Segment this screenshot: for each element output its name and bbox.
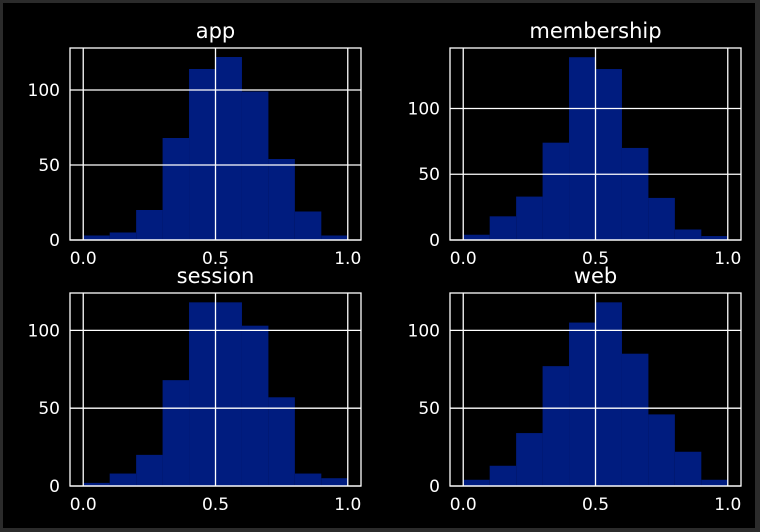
histogram-bar	[83, 482, 110, 486]
histogram-bar	[241, 325, 269, 486]
histogram-bar	[241, 91, 269, 240]
x-tick-label: 0.0	[450, 495, 477, 515]
histogram-bar	[621, 353, 649, 486]
x-tick-label: 1.0	[714, 249, 741, 269]
histogram-bar	[321, 478, 348, 486]
histogram-bar	[595, 302, 622, 486]
histogram-bar	[489, 216, 517, 240]
histogram-grid-chart: 0.0 0.5 1.0 0 50 100 app 0.0 0.5 1.0 0 50 100 members…	[28, 19, 742, 515]
axes-frame	[449, 292, 742, 487]
axes-frame	[69, 47, 362, 241]
histogram-bar	[674, 229, 702, 240]
histogram-bar	[516, 433, 543, 486]
histogram-bar	[701, 236, 728, 240]
histogram-bar	[463, 234, 490, 240]
histogram-bar	[595, 69, 622, 240]
histogram-bar	[136, 210, 163, 240]
histogram-bar	[215, 302, 242, 486]
subplot-web: 0.0 0.5 1.0 0 50 100 web	[408, 264, 742, 515]
histogram-bar	[321, 235, 348, 240]
x-tick-label: 1.0	[334, 249, 361, 269]
subplot-title: session	[177, 264, 255, 288]
histogram-bar	[648, 197, 675, 240]
y-tick-label: 50	[418, 165, 440, 185]
histogram-bar	[109, 232, 137, 240]
x-tick-label: 0.5	[202, 249, 229, 269]
histogram-bar	[294, 473, 322, 486]
histogram-bar	[569, 57, 596, 241]
histogram-bar	[215, 57, 242, 240]
subplot-title: app	[196, 19, 236, 43]
histogram-bar	[648, 414, 675, 486]
x-tick-label: 0.0	[450, 249, 477, 269]
x-tick-label: 1.0	[334, 495, 361, 515]
y-tick-label: 100	[408, 99, 440, 119]
histogram-bar	[162, 380, 190, 486]
histogram-bar	[109, 473, 137, 486]
histogram-bar	[294, 211, 322, 240]
axes-frame	[449, 47, 742, 241]
y-tick-label: 100	[408, 321, 440, 341]
subplot-title: web	[574, 264, 617, 288]
x-tick-label: 0.5	[202, 495, 229, 515]
y-tick-label: 0	[429, 231, 440, 251]
y-tick-label: 50	[418, 399, 440, 419]
x-tick-label: 0.0	[70, 495, 97, 515]
x-tick-label: 0.5	[582, 249, 609, 269]
y-tick-label: 100	[28, 81, 60, 101]
histogram-bar	[674, 451, 702, 486]
histogram-bar	[189, 302, 216, 486]
x-tick-label: 0.5	[582, 495, 609, 515]
histogram-bar	[83, 235, 110, 240]
histogram-bar	[516, 196, 543, 240]
figure-canvas: 0.0 0.5 1.0 0 50 100 app 0.0 0.5 1.0 0 50 100 members…	[3, 3, 755, 528]
histogram-bar	[268, 397, 295, 486]
subplot-title: membership	[529, 19, 661, 43]
axes-frame	[69, 292, 362, 487]
subplot-session: 0.0 0.5 1.0 0 50 100 session	[28, 264, 362, 515]
subplot-membership: 0.0 0.5 1.0 0 50 100 membership	[408, 19, 742, 269]
histogram-bar	[542, 366, 570, 486]
y-tick-label: 0	[49, 477, 60, 497]
histogram-bar	[621, 147, 649, 240]
histogram-bar	[162, 138, 190, 240]
y-tick-label: 0	[49, 231, 60, 251]
histogram-bar	[268, 159, 295, 240]
x-tick-label: 1.0	[714, 495, 741, 515]
histogram-bar	[489, 465, 517, 486]
y-tick-label: 0	[429, 477, 440, 497]
histogram-bar	[189, 69, 216, 240]
histogram-bar	[136, 454, 163, 486]
histogram-bar	[701, 479, 728, 486]
y-tick-label: 50	[38, 399, 60, 419]
subplot-app: 0.0 0.5 1.0 0 50 100 app	[28, 19, 362, 269]
histogram-bar	[463, 479, 490, 486]
histogram-bar	[569, 322, 596, 486]
y-tick-label: 100	[28, 321, 60, 341]
histogram-bar	[542, 142, 570, 240]
x-tick-label: 0.0	[70, 249, 97, 269]
y-tick-label: 50	[38, 156, 60, 176]
